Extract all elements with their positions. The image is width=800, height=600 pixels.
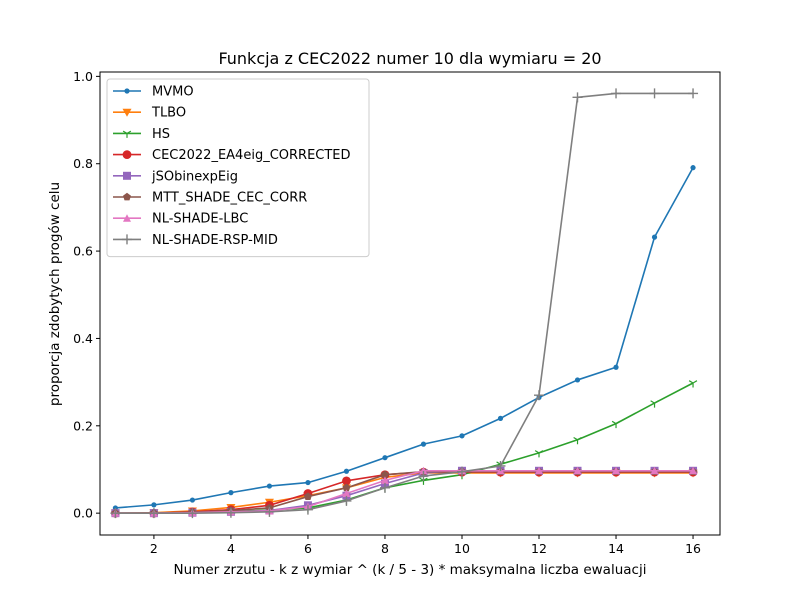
x-tick-label: 12 <box>531 541 547 556</box>
axes-frame <box>99 71 721 536</box>
x-axis-label: Numer zrzutu - k z wymiar ^ (k / 5 - 3) … <box>174 562 647 578</box>
legend-entry: NL-SHADE-LBC <box>113 212 248 227</box>
data-point <box>456 466 467 477</box>
data-point <box>573 466 582 475</box>
legend-entry: CEC2022_EA4eig_CORRECTED <box>113 148 351 163</box>
data-point <box>148 508 159 519</box>
data-point <box>379 482 390 493</box>
data-point <box>574 377 581 383</box>
x-tick-label: 14 <box>608 541 624 556</box>
legend-swatch-marker <box>123 192 131 201</box>
legend-entry: HS <box>113 127 170 142</box>
x-tick-label: 10 <box>454 541 470 556</box>
x-tick-label: 16 <box>685 541 701 556</box>
series-line <box>115 167 694 509</box>
ticks: 2 4 6 8 10 12 14 16 0.0 0.2 0.4 0.6 0.8 1.0 <box>73 69 701 556</box>
data-point <box>305 479 311 486</box>
data-point <box>688 88 699 99</box>
y-axis-label: proporcja zdobytych progów celu <box>47 182 63 406</box>
data-point <box>303 492 312 500</box>
data-point <box>611 420 621 429</box>
data-point <box>380 476 389 484</box>
data-point <box>380 470 389 479</box>
y-tick-label: 0.4 <box>73 331 93 346</box>
data-point <box>419 466 428 475</box>
data-point <box>382 455 388 461</box>
plot-area <box>110 88 699 519</box>
data-point <box>110 508 121 519</box>
legend-swatch-marker <box>122 234 132 245</box>
data-point <box>225 507 236 518</box>
data-point <box>572 92 583 103</box>
chart-title: Funkcja z CEC2022 numer 10 dla wymiaru =… <box>218 49 601 68</box>
legend-swatch-marker <box>122 108 132 117</box>
series-7 <box>110 88 699 519</box>
legend-label: NL-SHADE-RSP-MID <box>152 233 278 248</box>
y-tick-label: 0.0 <box>73 506 93 521</box>
data-point <box>573 436 582 445</box>
data-point <box>266 483 273 489</box>
legend-entry: MTT_SHADE_CEC_CORR <box>113 191 307 206</box>
data-point <box>187 508 198 519</box>
data-point <box>534 450 544 458</box>
data-point <box>264 506 275 517</box>
legend-swatch-marker <box>122 150 132 160</box>
legend-label: MVMO <box>152 85 194 100</box>
legend-swatch-marker <box>124 88 130 94</box>
data-point <box>418 471 429 482</box>
data-point <box>189 497 196 503</box>
data-point <box>611 88 622 99</box>
legend-label: MTT_SHADE_CEC_CORR <box>152 191 307 206</box>
y-tick-label: 0.2 <box>73 418 93 433</box>
data-point <box>612 466 621 475</box>
data-point <box>650 466 659 475</box>
legend-label: TLBO <box>151 106 186 121</box>
data-point <box>613 364 619 370</box>
legend-label: NL-SHADE-LBC <box>152 212 248 227</box>
legend-box <box>106 78 370 258</box>
x-tick-label: 4 <box>227 541 235 556</box>
data-point <box>689 466 698 475</box>
legend-label: CEC2022_EA4eig_CORRECTED <box>152 148 351 163</box>
data-point <box>688 380 698 388</box>
legend-label: HS <box>152 127 170 142</box>
data-point <box>420 441 427 447</box>
series-line <box>115 92 694 514</box>
data-point <box>535 466 544 475</box>
legend-entry: jSObinexpEig <box>113 169 238 184</box>
data-point <box>650 400 659 408</box>
y-tick-label: 1.0 <box>73 69 93 84</box>
data-point <box>497 415 504 421</box>
data-point <box>690 165 696 171</box>
legend-swatch-marker <box>122 130 132 138</box>
data-point <box>495 460 506 471</box>
series-line <box>115 470 694 514</box>
legend-label: jSObinexpEig <box>151 169 238 184</box>
data-point <box>302 504 313 515</box>
data-point <box>651 234 658 240</box>
data-point <box>341 495 352 506</box>
legend-entry: MVMO <box>113 85 194 100</box>
y-tick-label: 0.6 <box>73 244 93 259</box>
data-point <box>534 390 545 401</box>
data-point <box>342 476 351 486</box>
data-point <box>228 490 234 496</box>
data-point <box>342 483 351 492</box>
x-tick-label: 8 <box>381 541 389 556</box>
legend-swatch-marker <box>123 171 131 180</box>
y-tick-label: 0.8 <box>73 156 93 171</box>
legend-entry: NL-SHADE-RSP-MID <box>113 233 278 248</box>
x-tick-label: 6 <box>304 541 312 556</box>
legend-entry: TLBO <box>113 106 186 121</box>
x-tick-label: 2 <box>150 541 158 556</box>
data-point <box>342 489 351 498</box>
data-point <box>343 468 350 474</box>
data-point <box>151 502 157 508</box>
legend-swatch-marker <box>123 214 131 222</box>
data-point <box>649 88 660 99</box>
data-point <box>459 433 465 439</box>
legend: MVMO TLBO HS CEC2022_EA4eig_CORRECTED jSObin… <box>106 78 370 258</box>
